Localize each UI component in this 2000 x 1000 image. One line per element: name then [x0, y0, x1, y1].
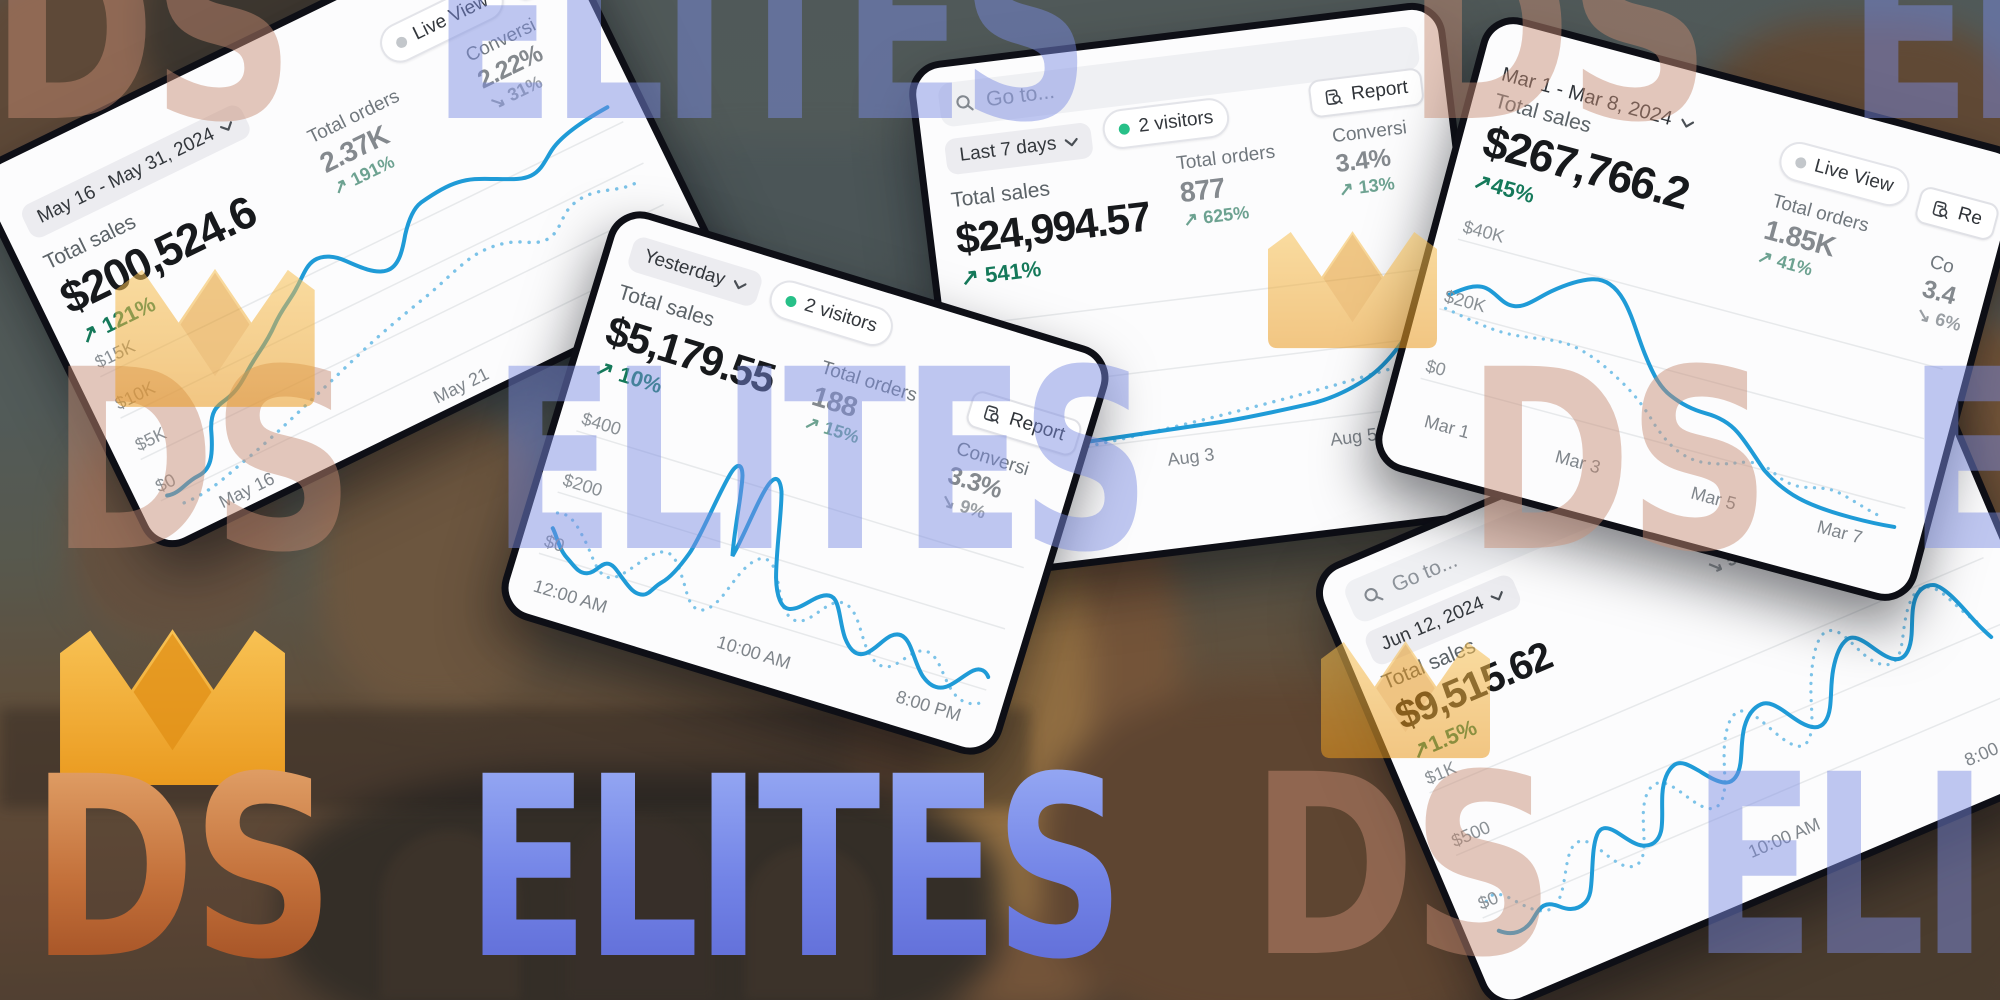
sales-chart: $400 $200 $0 [533, 404, 1032, 709]
sales-chart: $40K $20K $0 [1413, 212, 1950, 535]
comparison-line [1484, 585, 1981, 913]
comparison-line [182, 179, 641, 505]
analytics-card-march: Mar 1 - Mar 8, 2024 Live View Re Total s… [1367, 9, 2000, 609]
report-icon [1325, 88, 1343, 106]
up-arrow-icon: ↗ [802, 411, 823, 436]
chevron-down-icon [220, 120, 235, 133]
report-icon [983, 404, 1003, 424]
total-orders-metric: Total orders 188 ↗ 15% [802, 357, 920, 448]
visitors-dot-icon [784, 294, 798, 308]
analytics-card-yesterday: Yesterday 2 visitors Total sales $5,179.… [493, 202, 1117, 764]
up-arrow-icon: ↗ [959, 263, 981, 291]
up-arrow-icon: ↗ [1337, 178, 1356, 200]
dselites-logo: DS ELITES [30, 744, 1374, 994]
up-arrow-icon: ↗ [1755, 245, 1776, 269]
x-tick: Aug 5 [1329, 424, 1379, 450]
comparison-line [988, 348, 1453, 468]
background-arch [745, 845, 875, 1000]
down-arrow-icon: ↘ [938, 489, 959, 514]
live-dot-icon [394, 34, 409, 50]
report-button[interactable] [504, 0, 557, 4]
background-arch [380, 830, 520, 1000]
up-arrow-icon: ↗ [329, 173, 352, 199]
total-sales-metric: Total sales $24,994.57 ↗ 541% [949, 177, 1153, 291]
live-dot-icon [1793, 155, 1808, 170]
report-icon [1931, 199, 1951, 219]
sales-chart: $1K $500 $0 [1419, 532, 2000, 948]
analytics-card-jun12: Go to... 7 visitors Jun 12, 2024 Total s… [1305, 317, 2000, 1000]
total-orders-metric: Total orders 1.85K ↗ 41% [1755, 190, 1872, 280]
up-arrow-icon: ↗ [1182, 208, 1200, 231]
sales-chart-svg [1420, 238, 1943, 529]
search-placeholder: Go to... [1388, 548, 1461, 597]
comparison-line [1443, 306, 1881, 518]
up-arrow-icon: ↗ [592, 354, 618, 384]
sales-line [1496, 583, 1994, 936]
conversion-metric: Conversi 3.4% ↗ 13% [1331, 117, 1408, 200]
logo-ds: DS [30, 723, 335, 1000]
search-icon [955, 93, 974, 112]
background-arch [565, 815, 715, 1000]
x-tick: Aug 3 [1166, 444, 1216, 470]
period-pill[interactable]: Last 7 days [943, 121, 1095, 176]
sales-chart-svg [538, 430, 1025, 706]
total-orders-metric: Total orders 877 ↗ 625% [1175, 141, 1277, 231]
chevron-down-icon [1679, 118, 1694, 129]
chevron-down-icon [732, 279, 747, 291]
search-placeholder: Go to... [984, 79, 1056, 112]
chevron-down-icon [1064, 137, 1079, 147]
sales-line [1447, 277, 1897, 529]
logo-elites: ELITES [465, 723, 1124, 1000]
up-arrow-icon: ↗ [75, 318, 104, 349]
search-icon [1362, 584, 1384, 606]
sales-chart-svg [1429, 556, 2000, 936]
visitors-dot-icon [1118, 122, 1131, 135]
chevron-down-icon [1490, 590, 1505, 603]
conversion-metric: Co 3.4 ↘ 6% [1913, 251, 1964, 335]
down-arrow-icon: ↘ [1913, 303, 1934, 327]
sales-line [550, 463, 991, 690]
down-arrow-icon: ↘ [486, 89, 509, 115]
